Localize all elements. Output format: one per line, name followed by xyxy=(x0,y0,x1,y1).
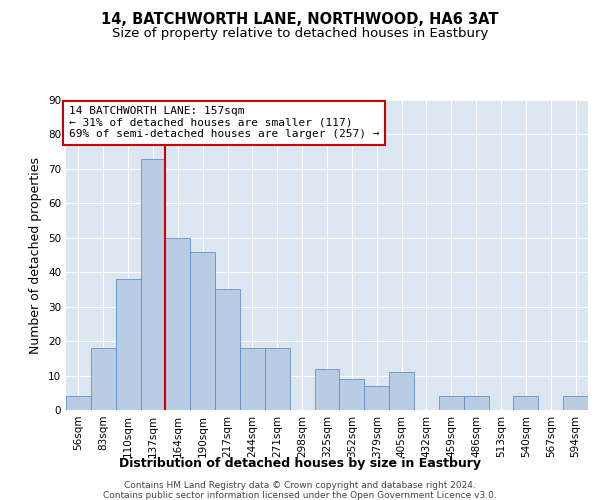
Y-axis label: Number of detached properties: Number of detached properties xyxy=(29,156,43,354)
Text: Distribution of detached houses by size in Eastbury: Distribution of detached houses by size … xyxy=(119,458,481,470)
Bar xyxy=(190,252,215,410)
Bar xyxy=(66,396,91,410)
Bar xyxy=(464,396,488,410)
Bar xyxy=(166,238,190,410)
Bar xyxy=(215,290,240,410)
Bar xyxy=(116,279,140,410)
Bar xyxy=(364,386,389,410)
Bar xyxy=(439,396,464,410)
Text: 14, BATCHWORTH LANE, NORTHWOOD, HA6 3AT: 14, BATCHWORTH LANE, NORTHWOOD, HA6 3AT xyxy=(101,12,499,28)
Bar xyxy=(240,348,265,410)
Text: Contains HM Land Registry data © Crown copyright and database right 2024.: Contains HM Land Registry data © Crown c… xyxy=(124,481,476,490)
Text: 14 BATCHWORTH LANE: 157sqm
← 31% of detached houses are smaller (117)
69% of sem: 14 BATCHWORTH LANE: 157sqm ← 31% of deta… xyxy=(68,106,379,140)
Bar xyxy=(140,158,166,410)
Bar xyxy=(91,348,116,410)
Bar xyxy=(563,396,588,410)
Text: Size of property relative to detached houses in Eastbury: Size of property relative to detached ho… xyxy=(112,28,488,40)
Bar xyxy=(340,379,364,410)
Bar xyxy=(265,348,290,410)
Text: Contains public sector information licensed under the Open Government Licence v3: Contains public sector information licen… xyxy=(103,491,497,500)
Bar xyxy=(314,368,340,410)
Bar xyxy=(389,372,414,410)
Bar xyxy=(514,396,538,410)
